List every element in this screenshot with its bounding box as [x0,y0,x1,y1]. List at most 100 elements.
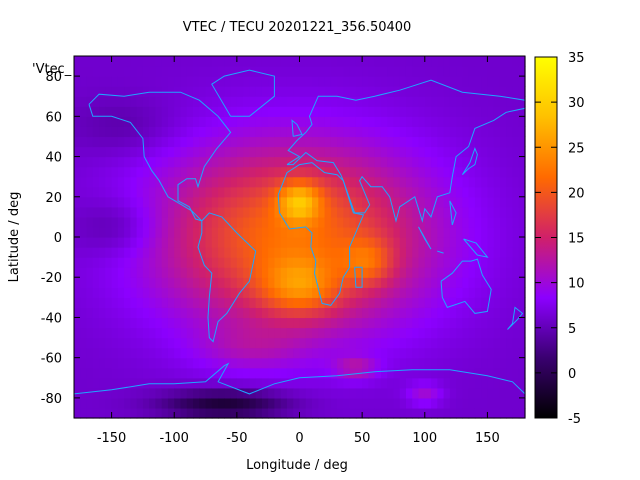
heatmap-cell [149,347,157,359]
heatmap-cell [193,166,200,178]
heatmap-cell [236,216,244,228]
heatmap-cell [462,146,470,158]
heatmap-cell [218,247,225,258]
heatmap-cell [449,116,457,127]
heatmap-cell [130,56,138,67]
heatmap-cell [405,106,413,117]
heatmap-cell [487,216,495,228]
heatmap-cell [236,347,244,359]
heatmap-cell [355,247,363,258]
heatmap-cell [180,226,188,238]
heatmap-cell [86,146,94,158]
heatmap-cell [330,297,338,308]
heatmap-cell [481,206,489,218]
heatmap-cell [236,76,244,87]
heatmap-cell [487,237,495,248]
heatmap-cell [92,347,100,359]
heatmap-cell [481,156,489,168]
heatmap-cell [199,146,207,158]
heatmap-cell [368,166,376,178]
heatmap-cell [167,307,175,319]
heatmap-cell [293,397,301,409]
heatmap-cell [512,377,520,389]
heatmap-cell [380,106,388,117]
heatmap-cell [149,66,157,77]
heatmap-cell [437,216,445,228]
heatmap-cell [230,226,238,238]
heatmap-cell [80,86,88,97]
heatmap-cell [431,297,438,308]
heatmap-cell [487,146,495,158]
heatmap-cell [412,337,420,349]
heatmap-cell [412,146,420,158]
heatmap-cell [506,146,514,158]
heatmap-cell [374,66,382,77]
heatmap-cell [286,116,294,127]
heatmap-cell [261,156,269,168]
heatmap-cell [193,337,200,349]
heatmap-cell [493,116,501,127]
heatmap-cell [324,337,332,349]
heatmap-cell [418,76,426,87]
heatmap-cell [243,96,250,107]
heatmap-cell [418,267,426,278]
heatmap-cell [130,397,138,409]
heatmap-cell [349,116,357,127]
heatmap-cell [261,327,269,339]
heatmap-cell [261,347,269,359]
heatmap-cell [474,216,482,228]
heatmap-cell [249,267,257,278]
heatmap-cell [111,397,119,409]
heatmap-cell [161,176,169,188]
heatmap-cell [305,407,313,419]
heatmap-cell [399,377,407,389]
heatmap-cell [456,337,463,349]
heatmap-cell [324,56,332,67]
heatmap-cell [362,337,369,349]
heatmap-cell [249,76,257,87]
heatmap-cell [105,156,113,168]
heatmap-cell [399,216,407,228]
heatmap-cell [218,156,225,168]
heatmap-cell [92,247,100,258]
heatmap-cell [499,257,507,268]
heatmap-cell [167,347,175,359]
heatmap-cell [249,86,257,97]
heatmap-cell [286,257,294,268]
heatmap-cell [424,347,432,359]
heatmap-cell [324,176,332,188]
heatmap-cell [312,277,319,288]
heatmap-cell [86,377,94,389]
heatmap-cell [443,397,451,409]
heatmap-cell [431,387,438,399]
heatmap-cell [312,126,319,138]
heatmap-cell [124,267,131,278]
heatmap-cell [481,377,489,389]
heatmap-cell [362,377,369,389]
heatmap-cell [211,216,219,228]
heatmap-cell [293,76,301,87]
heatmap-cell [218,407,225,419]
heatmap-cell [399,146,407,158]
heatmap-cell [180,297,188,308]
heatmap-cell [218,126,225,138]
heatmap-cell [136,407,144,419]
heatmap-cell [286,327,294,339]
heatmap-cell [205,257,213,268]
heatmap-cell [243,337,250,349]
heatmap-cell [293,267,301,278]
heatmap-cell [424,106,432,117]
heatmap-cell [330,317,338,329]
heatmap-cell [174,357,182,369]
heatmap-cell [293,297,301,308]
heatmap-cell [324,76,332,87]
heatmap-cell [368,277,376,288]
heatmap-cell [330,206,338,218]
heatmap-cell [374,237,382,248]
heatmap-cell [337,76,344,87]
heatmap-cell [211,226,219,238]
heatmap-cell [86,267,94,278]
heatmap-cell [499,156,507,168]
heatmap-cell [255,86,263,97]
heatmap-cell [487,387,495,399]
